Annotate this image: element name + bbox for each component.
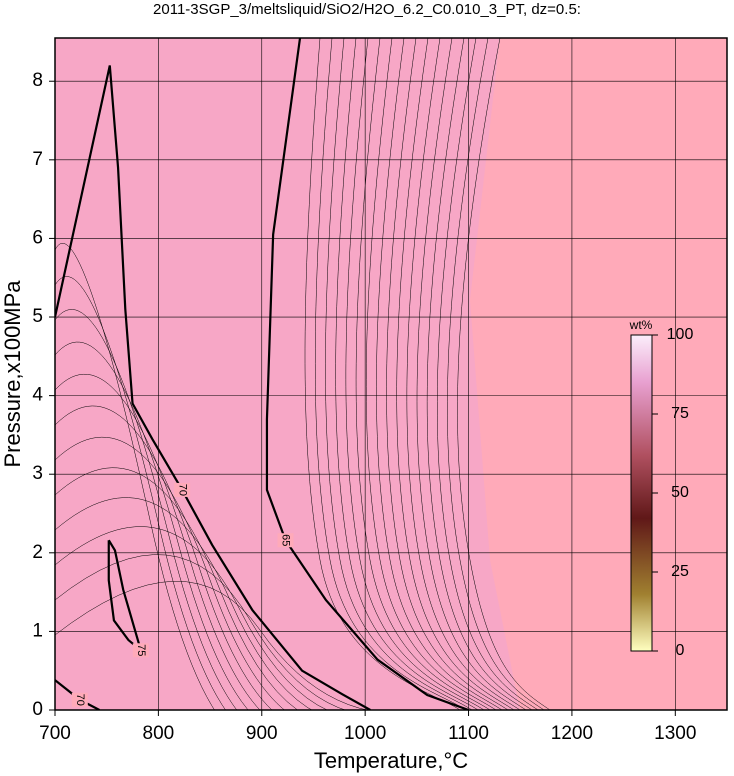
chart-title: 2011-3SGP_3/meltsliquid/SiO2/H2O_6.2_C0.…	[153, 1, 581, 18]
thin-contour	[55, 436, 380, 710]
thin-contours	[55, 38, 551, 710]
thin-contour	[355, 38, 491, 710]
thin-contour	[447, 38, 545, 710]
thin-contour	[55, 373, 360, 710]
thin-contour	[335, 38, 479, 710]
thin-contour	[55, 497, 400, 710]
thin-contour	[406, 38, 521, 710]
y-tick-label: 0	[32, 699, 43, 720]
grid	[54, 38, 727, 711]
contour-label-bg	[174, 482, 191, 497]
thin-contour	[457, 38, 551, 710]
y-tick-label: 3	[32, 463, 43, 484]
y-tick-label: 7	[32, 149, 43, 170]
x-tick-label: 800	[143, 723, 175, 744]
thin-contour	[55, 243, 320, 710]
contours: 70 65 75 70	[55, 38, 469, 710]
contour-label-bg	[71, 692, 88, 707]
thin-contour	[376, 38, 503, 710]
x-tick-label: 700	[39, 723, 71, 744]
region-shade	[55, 38, 520, 710]
thin-contour	[437, 38, 539, 710]
x-tick-label: 1300	[654, 723, 696, 744]
y-tick-label: 6	[32, 227, 43, 248]
thin-contour	[55, 405, 370, 710]
contour-label: 65	[280, 534, 292, 546]
y-tick-label: 5	[32, 306, 43, 327]
thin-contour	[314, 38, 467, 710]
thin-contour	[55, 276, 330, 710]
thin-contour	[345, 38, 485, 710]
x-tick-label: 1000	[344, 723, 386, 744]
colorbar	[630, 334, 653, 652]
colorbar-tick-label: 25	[671, 563, 689, 580]
y-tick-label: 2	[32, 542, 43, 563]
thin-contour	[304, 38, 461, 710]
thin-contour	[55, 467, 390, 710]
colorbar-tick-label: 100	[667, 326, 694, 343]
colorbar-tick-label: 50	[671, 484, 689, 501]
y-axis-label: Pressure,x100MPa	[0, 280, 25, 468]
thin-contour	[325, 38, 473, 710]
x-tick-label: 1100	[448, 723, 489, 744]
thin-contour	[386, 38, 509, 710]
thin-contour	[365, 38, 497, 710]
colorbar-tick-label: 75	[671, 405, 689, 422]
y-tick-label: 4	[32, 385, 43, 406]
contour-label: 70	[74, 694, 86, 706]
contour-label-bg	[132, 643, 149, 658]
colorbar-tick-label: 0	[676, 642, 685, 659]
thin-contour	[55, 554, 420, 710]
thin-contour	[55, 581, 430, 710]
thin-contour	[55, 526, 410, 710]
thin-contour	[426, 38, 533, 710]
thin-contour	[396, 38, 515, 710]
contour-label: 70	[176, 484, 188, 496]
contour-line	[55, 65, 371, 710]
x-tick-label: 900	[246, 723, 278, 744]
thin-contour	[55, 341, 350, 710]
contour-label: 75	[135, 644, 147, 656]
y-tick-label: 1	[32, 620, 43, 641]
contour-label-bg	[277, 533, 294, 548]
x-axis-label: Temperature,°C	[314, 748, 468, 773]
x-tick-label: 1200	[551, 723, 593, 744]
y-tick-label: 8	[32, 70, 43, 91]
colorbar-label: wt%	[629, 318, 653, 332]
plot-frame	[54, 37, 728, 711]
thin-contour	[416, 38, 527, 710]
